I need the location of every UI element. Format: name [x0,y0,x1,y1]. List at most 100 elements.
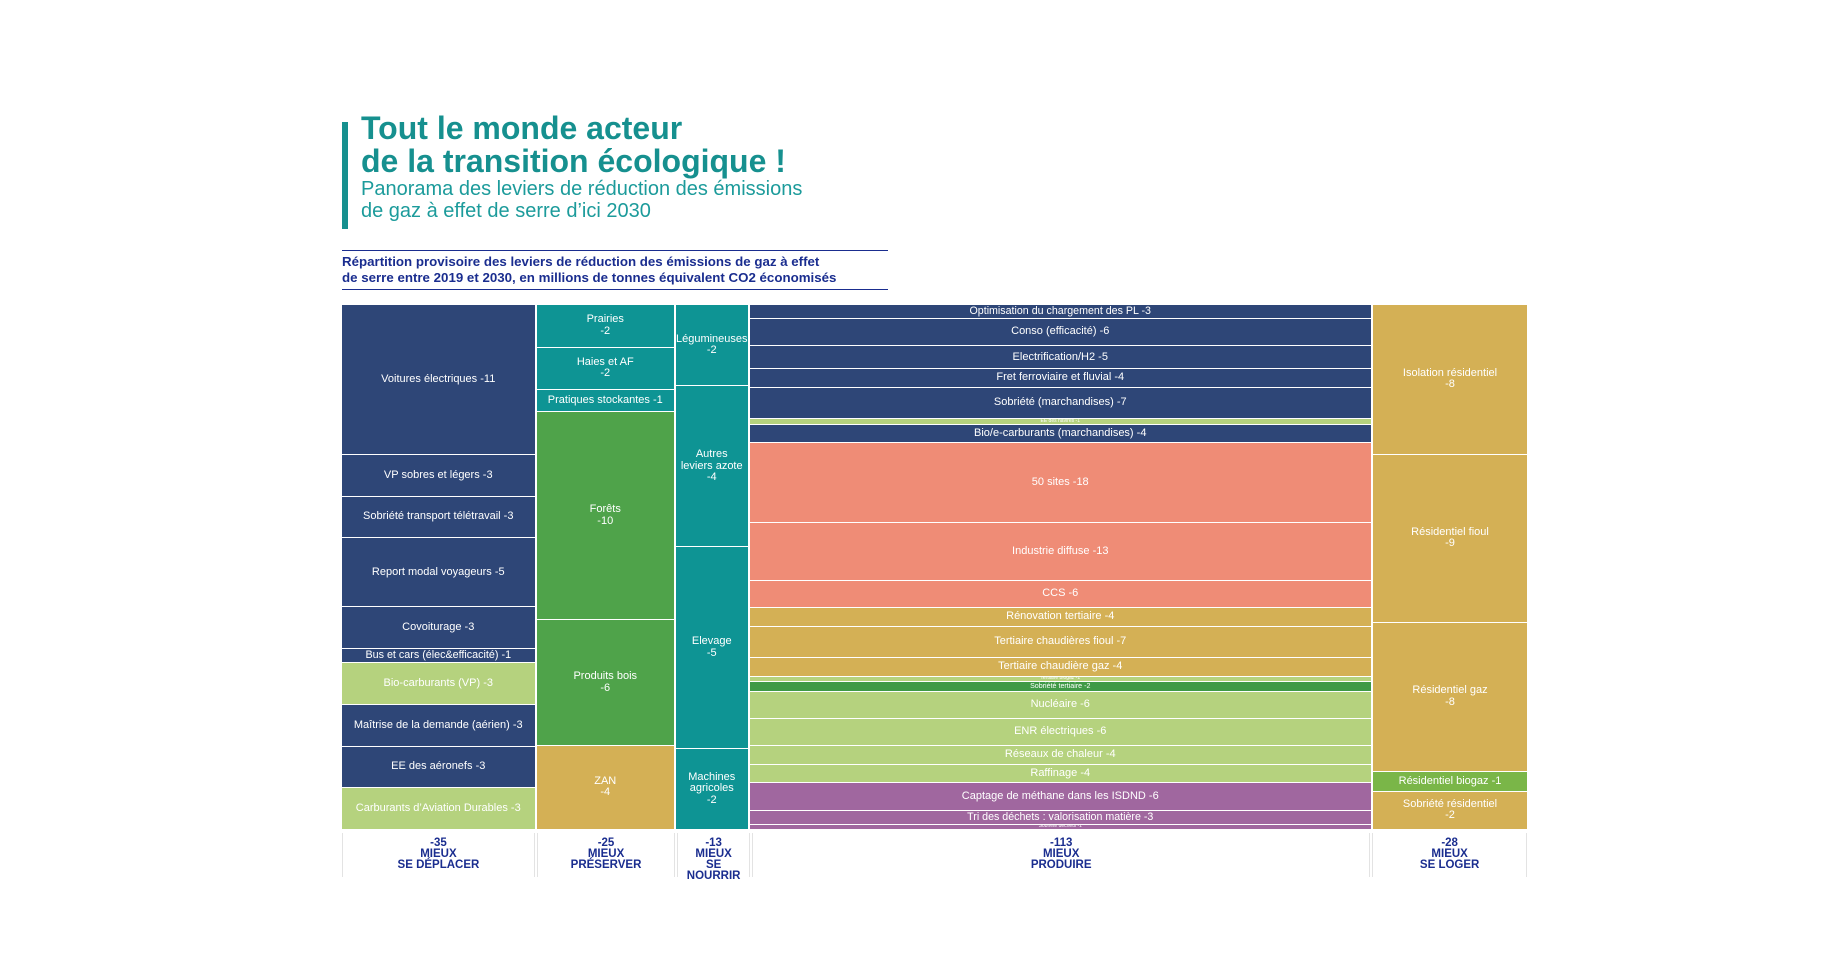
block-name: EE des aéronefs [391,760,473,773]
block-label: Tertiaire chaudières fioul -7 [994,635,1127,648]
block-value: -6 [1099,325,1110,338]
block-name: Prairies [586,313,624,326]
block-name: Carburants d’Aviation Durables [355,801,508,814]
block-name: Tertiaire chaudière gaz [998,660,1110,673]
block-name: 50 sites [1031,475,1070,488]
block-value: -6 [1080,698,1090,711]
block-label: Fret ferroviaire et fluvial -4 [996,371,1124,384]
block-value: -5 [1098,350,1108,363]
block-name: Report modal voyageurs [371,565,492,578]
block-label: Sobriété transport télétravail -3 [363,511,513,523]
block-name: Sobriété (marchandises) [993,396,1114,409]
block-label: Rénovation tertiaire -4 [1006,610,1115,623]
block-label: Machines agricoles -2 [679,771,745,807]
block-label: Report modal voyageurs -5 [371,565,505,579]
block-value: -1 [1077,824,1082,830]
mosaic-block: Réseaux de chaleur -4 [749,746,1371,765]
block-value: -4 [1136,426,1147,439]
column: Optimisation du chargement des PL -3 Cons… [749,305,1371,830]
block-label: EE des navires -1 [1041,419,1080,424]
column-total: -113 [1049,837,1073,849]
block-name: Résidentiel fioul [1411,525,1489,538]
mosaic-block: Tertiaire chaudière gaz -4 [749,658,1371,677]
block-value: -6 [600,681,611,694]
mosaic-block: Fret ferroviaire et fluvial -4 [749,369,1371,388]
block-label: Captage de méthane dans les ISDND -6 [961,789,1159,803]
block-label: Bio/e-carburants (marchandises) -4 [974,426,1147,440]
mosaic-block: Isolation résidentiel -8 [1373,305,1527,455]
mosaic-block: 50 sites -18 [749,443,1371,523]
block-name: Résidentiel biogaz [1398,774,1489,787]
chart-subtitle: Panorama des leviers de réduction des ém… [361,178,803,200]
block-label: ZAN -4 [594,774,617,799]
caption-line: de serre entre 2019 et 2030, en millions… [342,270,837,285]
block-name: Nucléaire [1030,698,1078,711]
block-name: ZAN [594,774,617,787]
column-name: SE NOURRIR [686,859,741,882]
block-name: Autres leviers azote [680,447,743,472]
mosaic-block: VP sobres et légers -3 [342,455,535,497]
block-name: Captage de méthane dans les ISDND [961,789,1146,802]
block-value: -8 [1445,378,1455,391]
block-value: -1 [652,393,663,406]
block-name: Tertiaire chaudières fioul [994,635,1114,648]
block-name: Pratiques stockantes [547,393,650,406]
block-name: ENR électriques [1014,725,1094,738]
block-value: -5 [706,646,717,659]
mosaic-block: ZAN -4 [536,745,674,829]
block-label: Industrie diffuse -13 [1012,545,1108,558]
column-footer: -35 MIEUX SE DÉPLACER [342,833,535,877]
column-name: MIEUX [695,848,732,860]
block-name: Raffinage [1030,766,1078,779]
mosaic-chart: Voitures électriques -11 VP sobres et lég… [342,305,1527,830]
block-value: -4 [706,471,717,484]
block-name: Optimisation du chargement des PL [969,305,1139,317]
block-label: Maîtrise de la demande (aérien) -3 [354,718,523,732]
block-label: Tri des déchets : valorisation matière -… [967,810,1153,823]
mosaic-block: Elevage -5 [676,547,748,749]
block-label: Résidentiel gaz -8 [1412,685,1487,708]
mosaic-block: Tertiaire biogaz -1 [749,676,1371,683]
block-label: Raffinage -4 [1030,766,1090,780]
mosaic-block: Prairies -2 [536,305,674,348]
block-value: -11 [480,372,496,385]
column-name: PRODUIRE [1030,859,1092,871]
mosaic-block: Tri des déchets : valorisation matière -… [749,810,1371,825]
mosaic-block: Bio-carburants (VP) -3 [342,663,535,706]
block-label: Covoiturage -3 [402,620,475,634]
block-name: Tri des déchets : valorisation matière [967,810,1141,823]
block-value: -3 [512,718,523,731]
column-footers: -35 MIEUX SE DÉPLACER -25 MIEUX PRÉSERVER -13 M… [342,833,1527,882]
column-total: -25 [597,837,615,849]
block-name: Tertiaire biogaz [1040,676,1075,682]
mosaic-block: Bio/e-carburants (marchandises) -4 [749,424,1371,444]
block-value: -3 [503,510,514,523]
block-name: Elevage [691,635,732,648]
block-value: -3 [475,760,486,773]
block-value: -7 [1116,635,1127,648]
header: Tout le monde acteur de la transition éco… [361,112,803,223]
mosaic-block: Sobriété transport télétravail -3 [342,496,535,539]
block-label: Tertiaire biogaz -1 [1040,676,1080,682]
mosaic-block: Sobriété résidentiel -2 [1373,791,1527,830]
block-value: -1 [1075,419,1080,424]
block-name: Résidentiel gaz [1412,684,1488,697]
block-label: EE des aéronefs -3 [391,760,486,773]
block-label: Sobriété tertiaire -2 [1030,682,1090,690]
block-label: Electrification/H2 -5 [1012,350,1108,364]
mosaic-block: Voitures électriques -11 [342,305,535,456]
block-label: Sobriété (marchandises) -7 [994,397,1127,409]
mosaic-block: Tertiaire chaudières fioul -7 [749,626,1371,659]
block-label: Elevage -5 [691,635,732,659]
block-name: CCS [1042,587,1066,600]
column: Voitures électriques -11 VP sobres et lég… [342,305,535,829]
block-label: Isolation résidentiel -8 [1403,367,1497,391]
mosaic-block: Haies et AF -2 [536,347,674,391]
block-label: Bus et cars (élec&efficacité) -1 [365,649,511,661]
block-name: Electrification/H2 [1012,350,1096,363]
block-value: -3 [464,620,475,633]
block-name: Réseaux de chaleur [1004,748,1103,761]
block-value: -4 [1104,610,1115,623]
block-name: Bio/e-carburants (marchandises) [974,426,1134,439]
mosaic-block: Captage de méthane dans les ISDND -6 [749,783,1371,811]
